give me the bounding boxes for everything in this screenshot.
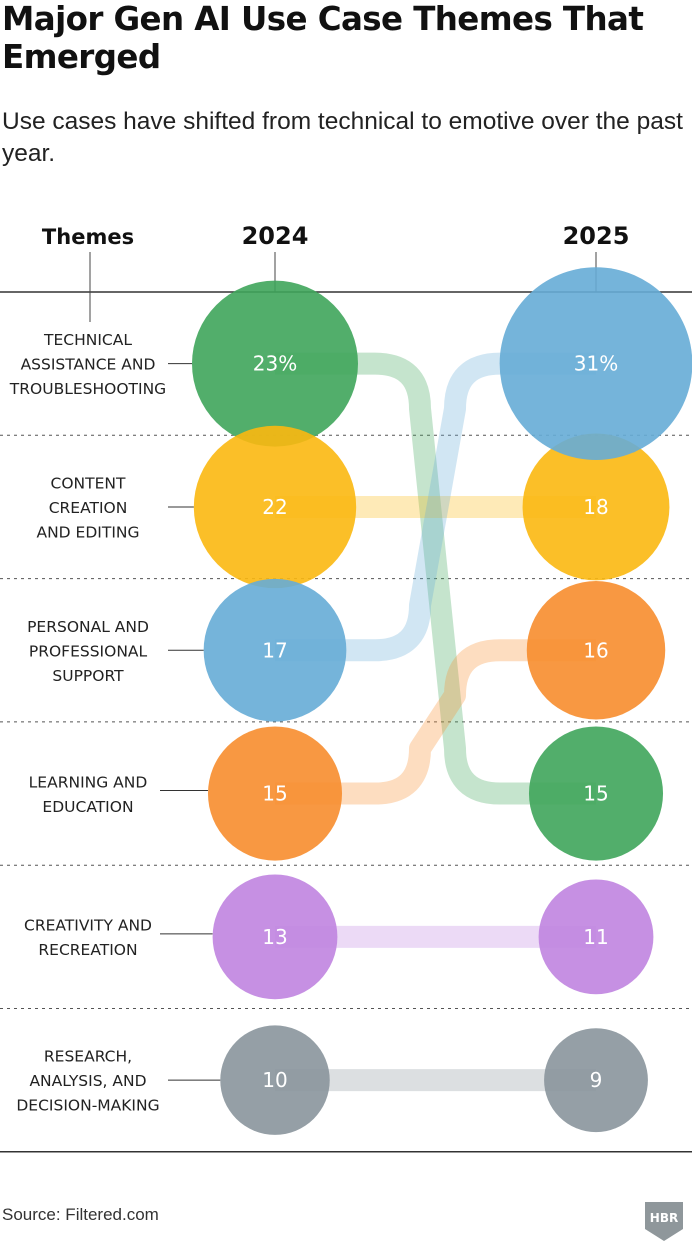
bubble-value-label-2025: 11 — [583, 925, 608, 949]
bubble-value-label-2024: 17 — [262, 638, 287, 662]
theme-label-line: AND EDITING — [36, 523, 139, 541]
bubble-2024 — [220, 1025, 330, 1135]
hbr-logo: HBR — [645, 1202, 683, 1241]
theme-label-line: CONTENT — [51, 474, 126, 492]
theme-label-line: DECISION-MAKING — [16, 1097, 159, 1115]
theme-label-line: CREATION — [49, 499, 128, 517]
bubble-2024 — [207, 726, 343, 861]
bubble-value-label-2024: 15 — [262, 782, 287, 806]
theme-label-line: CREATIVITY AND — [24, 917, 152, 935]
bubble-value-label-2024: 23% — [253, 352, 297, 376]
bubble-value-label-2024: 13 — [262, 925, 287, 949]
chart-subtitle: Use cases have shifted from technical to… — [2, 108, 683, 167]
connector-technical-assistance-and-troubleshooting — [275, 352, 596, 805]
bubble-2025 — [522, 433, 670, 581]
theme-label-line: RECREATION — [38, 941, 137, 959]
bubble-2024 — [193, 425, 357, 589]
source-note: Source: Filtered.com — [2, 1205, 159, 1224]
hbr-logo-text: HBR — [650, 1211, 678, 1225]
connector-personal-and-professional-support — [275, 352, 596, 662]
bubble-2025 — [544, 1028, 648, 1133]
column-header-2025: 2025 — [563, 222, 630, 250]
bubble-2024 — [192, 280, 358, 447]
bubble-value-label-2025: 18 — [583, 495, 608, 519]
connector-learning-and-education — [275, 639, 596, 805]
column-header-themes: Themes — [42, 225, 134, 249]
column-headers: Themes 2024 2025 — [42, 222, 629, 322]
bubble-2025 — [526, 581, 666, 720]
theme-label-line: LEARNING AND — [29, 773, 148, 791]
theme-labels: TECHNICAL ASSISTANCE AND TROUBLESHOOTING CO… — [9, 331, 221, 1115]
bubble-2024 — [203, 578, 347, 722]
bubble-2025 — [499, 267, 692, 460]
bubble-value-label-2025: 16 — [583, 638, 608, 662]
column-header-2024: 2024 — [242, 222, 309, 250]
bubble-value-label-2025: 15 — [583, 782, 608, 806]
theme-label-line: TECHNICAL — [43, 331, 132, 349]
bubble-value-label-2025: 31% — [574, 352, 618, 376]
theme-label-line: RESEARCH, — [44, 1048, 132, 1066]
theme-label-line: ANALYSIS, AND — [29, 1072, 146, 1090]
bubble-value-label-2024: 22 — [262, 495, 287, 519]
theme-label-line: EDUCATION — [42, 798, 133, 816]
chart-title: Major Gen AI Use Case Themes That Emerge… — [2, 0, 644, 76]
theme-label-line: PROFESSIONAL — [29, 642, 148, 660]
bubble-2025 — [538, 879, 654, 995]
theme-label-line: PERSONAL AND — [27, 618, 149, 636]
bubble-2025 — [528, 726, 664, 861]
bubbles: 23% 15 22 18 17 31% 15 16 13 11 10 9 — [192, 267, 692, 1135]
theme-label-line: TROUBLESHOOTING — [9, 380, 166, 398]
theme-label-line: SUPPORT — [52, 667, 124, 685]
bubble-value-label-2024: 10 — [262, 1068, 287, 1092]
bubble-2024 — [212, 874, 338, 1000]
theme-label-line: ASSISTANCE AND — [21, 356, 156, 374]
bubble-value-label-2025: 9 — [590, 1068, 603, 1092]
